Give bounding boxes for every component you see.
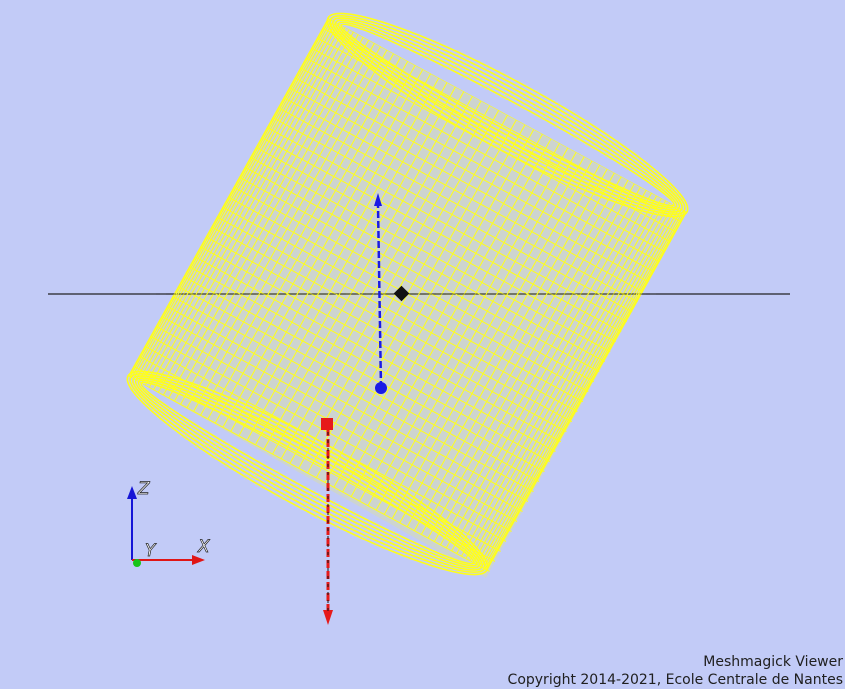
x-axis-label: X xyxy=(197,537,210,557)
viewer-credits: Meshmagick Viewer Copyright 2014-2021, E… xyxy=(508,653,843,689)
orientation-axes-triad: Z Y X xyxy=(127,479,210,567)
buoyancy-force-arrow xyxy=(374,193,387,394)
viewer-title: Meshmagick Viewer xyxy=(703,654,843,670)
cylinder-wireframe-mesh[interactable] xyxy=(110,0,705,600)
z-axis-label: Z xyxy=(137,479,150,499)
weight-force-arrow xyxy=(321,418,333,625)
copyright-notice: Copyright 2014-2021, Ecole Centrale de N… xyxy=(507,672,843,688)
y-axis-label: Y xyxy=(145,541,157,561)
